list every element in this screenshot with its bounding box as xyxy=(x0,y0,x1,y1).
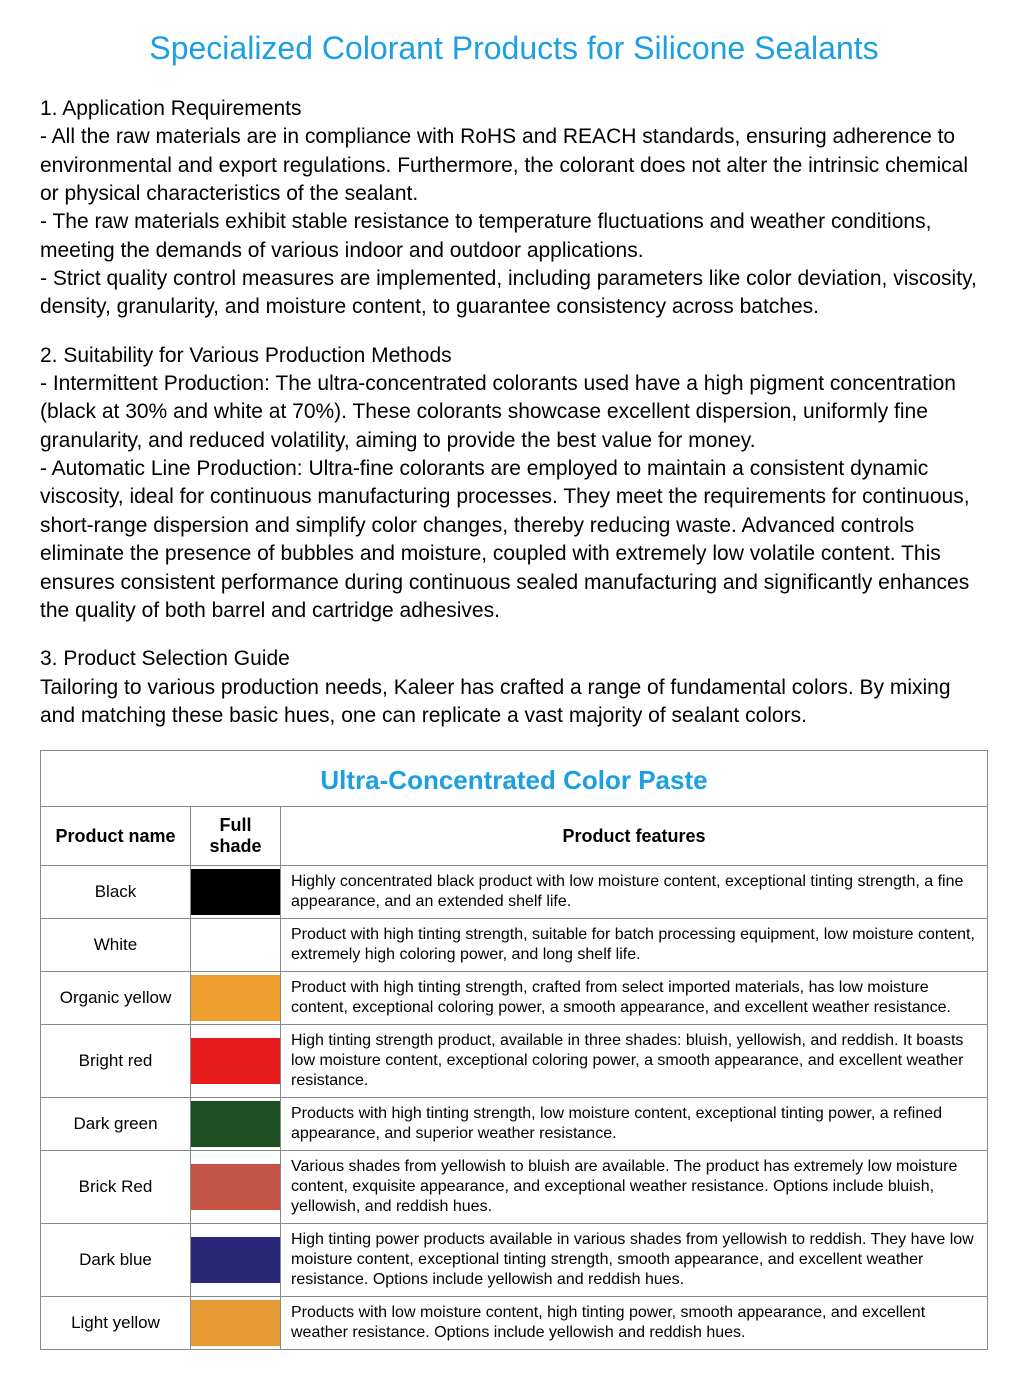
color-swatch xyxy=(191,1237,280,1283)
col-header-name: Product name xyxy=(41,807,191,866)
product-name: Dark green xyxy=(41,1098,191,1151)
col-header-shade: Full shade xyxy=(191,807,281,866)
color-swatch xyxy=(191,869,280,915)
color-swatch xyxy=(191,1038,280,1084)
section-suitability: 2. Suitability for Various Production Me… xyxy=(40,342,988,625)
col-header-features: Product features xyxy=(281,807,988,866)
page-title: Specialized Colorant Products for Silico… xyxy=(40,30,988,67)
table-row: Dark green Products with high tinting st… xyxy=(41,1098,988,1151)
product-features: High tinting power products available in… xyxy=(281,1224,988,1297)
product-name: Light yellow xyxy=(41,1297,191,1350)
section-application-requirements: 1. Application Requirements - All the ra… xyxy=(40,95,988,322)
color-swatch xyxy=(191,975,280,1021)
section-heading: 1. Application Requirements xyxy=(40,95,988,123)
product-features: Product with high tinting strength, suit… xyxy=(281,919,988,972)
swatch-cell xyxy=(191,1025,281,1098)
product-name: Brick Red xyxy=(41,1151,191,1224)
paragraph: - Strict quality control measures are im… xyxy=(40,265,988,322)
swatch-cell xyxy=(191,1151,281,1224)
table-row: Light yellow Products with low moisture … xyxy=(41,1297,988,1350)
table-title: Ultra-Concentrated Color Paste xyxy=(41,751,988,807)
color-swatch xyxy=(191,922,280,968)
product-features: Various shades from yellowish to bluish … xyxy=(281,1151,988,1224)
color-paste-table: Ultra-Concentrated Color Paste Product n… xyxy=(40,750,988,1350)
swatch-cell xyxy=(191,919,281,972)
product-features: Products with high tinting strength, low… xyxy=(281,1098,988,1151)
product-name: Bright red xyxy=(41,1025,191,1098)
table-row: Organic yellow Product with high tinting… xyxy=(41,972,988,1025)
paragraph: Tailoring to various production needs, K… xyxy=(40,674,988,731)
table-title-row: Ultra-Concentrated Color Paste xyxy=(41,751,988,807)
color-swatch xyxy=(191,1300,280,1346)
table-row: Brick Red Various shades from yellowish … xyxy=(41,1151,988,1224)
product-name: Organic yellow xyxy=(41,972,191,1025)
swatch-cell xyxy=(191,1297,281,1350)
paragraph: - Automatic Line Production: Ultra-fine … xyxy=(40,455,988,625)
swatch-cell xyxy=(191,866,281,919)
table-row: Dark blue High tinting power products av… xyxy=(41,1224,988,1297)
color-swatch xyxy=(191,1164,280,1210)
paragraph: - Intermittent Production: The ultra-con… xyxy=(40,370,988,455)
section-heading: 3. Product Selection Guide xyxy=(40,645,988,673)
color-swatch xyxy=(191,1101,280,1147)
table-header-row: Product name Full shade Product features xyxy=(41,807,988,866)
paragraph: - The raw materials exhibit stable resis… xyxy=(40,208,988,265)
section-product-selection: 3. Product Selection Guide Tailoring to … xyxy=(40,645,988,730)
product-features: Highly concentrated black product with l… xyxy=(281,866,988,919)
swatch-cell xyxy=(191,1224,281,1297)
table-row: White Product with high tinting strength… xyxy=(41,919,988,972)
table-row: Black Highly concentrated black product … xyxy=(41,866,988,919)
product-name: Black xyxy=(41,866,191,919)
product-features: High tinting strength product, available… xyxy=(281,1025,988,1098)
swatch-cell xyxy=(191,1098,281,1151)
swatch-cell xyxy=(191,972,281,1025)
table-row: Bright red High tinting strength product… xyxy=(41,1025,988,1098)
paragraph: - All the raw materials are in complianc… xyxy=(40,123,988,208)
product-features: Products with low moisture content, high… xyxy=(281,1297,988,1350)
product-name: White xyxy=(41,919,191,972)
product-name: Dark blue xyxy=(41,1224,191,1297)
section-heading: 2. Suitability for Various Production Me… xyxy=(40,342,988,370)
product-features: Product with high tinting strength, craf… xyxy=(281,972,988,1025)
